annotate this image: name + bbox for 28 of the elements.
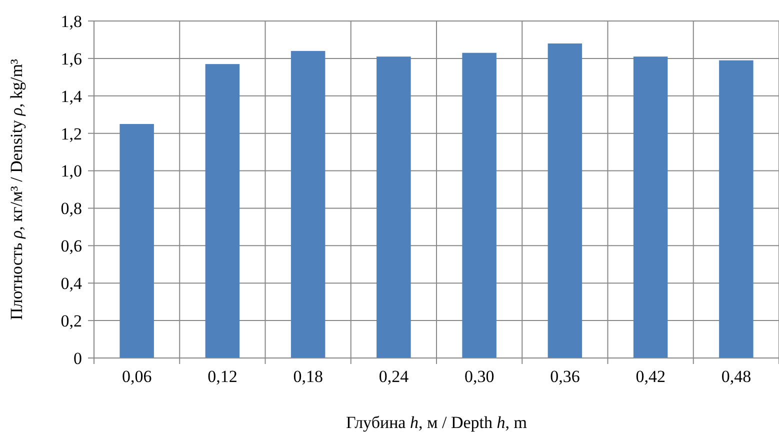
y-tick-label: 1,8 <box>60 12 82 31</box>
bar <box>290 50 326 358</box>
x-axis-title: Глубина h, м / Depth h, m <box>346 413 527 432</box>
bar <box>548 43 582 358</box>
y-tick-label: 1,2 <box>60 124 82 144</box>
y-tick-label: 1,0 <box>60 162 82 181</box>
bar <box>376 56 411 358</box>
x-tick-label: 0,42 <box>636 367 666 386</box>
bar <box>205 64 240 358</box>
y-tick-label: 0,2 <box>60 312 82 331</box>
bar <box>633 56 668 358</box>
x-tick-label: 0,48 <box>721 367 752 386</box>
bar <box>719 60 754 358</box>
y-tick-label: 0,4 <box>60 274 82 294</box>
bar <box>120 124 154 358</box>
y-axis-title: Плотность ρ, кг/м³ / Density ρ, kg/m³ <box>7 58 26 320</box>
x-tick-label: 0,24 <box>378 367 410 386</box>
x-tick-label: 0,30 <box>464 367 494 386</box>
x-tick-label: 0,06 <box>122 367 152 386</box>
y-tick-label: 1,4 <box>60 86 82 106</box>
bar <box>462 52 496 358</box>
y-tick-label: 0 <box>74 348 82 368</box>
x-tick-label: 0,36 <box>550 367 580 386</box>
y-tick-label: 0,8 <box>60 199 82 218</box>
x-tick-label: 0,18 <box>293 367 323 386</box>
x-tick-label: 0,12 <box>208 367 238 386</box>
y-tick-label: 0,6 <box>60 236 82 256</box>
y-tick-label: 1,6 <box>60 49 82 68</box>
